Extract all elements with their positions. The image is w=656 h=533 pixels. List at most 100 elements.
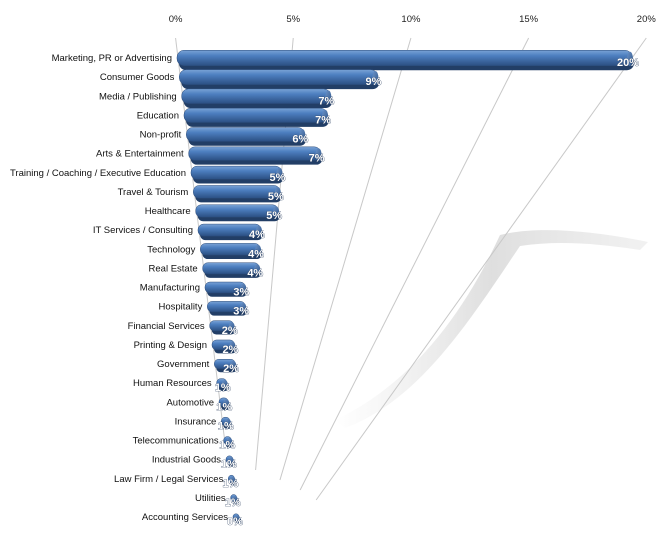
bar-cap [256,225,262,237]
category-label: Government [157,359,210,370]
bar [183,107,330,127]
category-label: Real Estate [149,263,198,274]
bar [230,494,239,505]
value-label: 5% [270,172,286,184]
bar [188,146,323,165]
value-label: 1% [215,382,231,394]
value-label: 7% [315,114,331,126]
bar-cap [226,438,233,445]
category-label: Telecommunications [133,436,219,447]
value-label: 1% [222,478,238,490]
value-label: 3% [233,306,249,318]
category-label: Financial Services [128,321,205,332]
value-label: 5% [268,191,284,203]
value-label: 9% [365,76,381,88]
x-tick-label: 15% [519,14,539,25]
category-label: Education [137,110,179,121]
bar-cap [223,399,230,408]
bar-cap [276,167,283,180]
category-label: Travel & Tourism [118,187,189,198]
category-label: Media / Publishing [99,91,177,102]
bar-cap [231,495,238,502]
bar-cap [221,380,228,389]
value-label: 5% [266,210,282,222]
bar [216,378,229,392]
bar-face [190,165,282,180]
bar-face [181,88,331,104]
category-label: Printing & Design [134,340,207,351]
bar-cap [228,322,235,332]
bar-cap [227,457,234,464]
category-label: Insurance [175,416,217,427]
category-label: Training / Coaching / Executive Educatio… [10,168,186,179]
category-label: Law Firm / Legal Services [114,474,224,485]
bar-cap [372,71,379,86]
bar-cap [229,341,236,351]
category-label: Automotive [166,397,214,408]
value-label: 4% [249,229,265,241]
bar [204,281,248,297]
bar [195,204,281,222]
category-label: Healthcare [145,206,191,217]
bar-cap [224,418,231,427]
bars [176,50,634,524]
bar [197,223,263,241]
bar [176,50,634,71]
gridline [175,37,226,441]
shadow-shape [335,230,648,428]
bar-face [179,69,378,85]
category-label: Technology [147,244,195,255]
x-tick-label: 10% [401,14,421,25]
bar [202,262,262,278]
value-label: 0% [227,516,243,528]
category-label: Industrial Goods [152,455,221,466]
bar-cap [230,360,237,370]
category-label: Accounting Services [142,512,228,523]
bar-face [176,50,633,66]
x-tick-label: 20% [637,14,656,25]
gridline [299,37,530,491]
value-label: 4% [248,248,264,260]
value-label: 1% [216,401,232,413]
x-tick-label: 5% [286,14,300,25]
bar [179,69,380,90]
bar-face [183,107,328,123]
bar-face [188,146,321,161]
floor-shadow [335,230,648,428]
value-label: 7% [318,95,334,107]
bar [186,127,307,146]
value-label: 3% [233,287,249,299]
bar-cap [299,129,306,142]
bar-cap [315,148,322,161]
value-label: 7% [309,153,325,165]
value-label: 1% [219,440,235,452]
bar [181,88,333,108]
category-label: Human Resources [133,378,212,389]
category-label: IT Services / Consulting [93,225,193,236]
bar-cap [255,244,262,256]
bar-cap [273,206,280,218]
category-label: Hospitality [159,302,203,313]
category-label: Manufacturing [140,283,200,294]
bar [221,416,232,429]
bar [225,455,235,467]
bar [232,513,241,524]
value-label: 1% [225,497,241,509]
bar-cap [627,51,633,67]
gridline [315,37,647,501]
x-axis-ticks: 0% 5% 10% 15% 20% [169,14,656,25]
value-label: 1% [218,420,234,432]
bar [209,320,236,335]
bar-cap [240,302,247,313]
x-tick-label: 0% [169,14,183,25]
category-label: Arts & Entertainment [96,149,184,160]
bar [211,339,237,354]
bar-cap [234,515,240,521]
bar [218,397,231,410]
bar [223,436,234,448]
bar [190,165,284,184]
bar-cap [229,476,236,483]
bar-cap [240,283,247,294]
category-label: Utilities [195,493,226,504]
